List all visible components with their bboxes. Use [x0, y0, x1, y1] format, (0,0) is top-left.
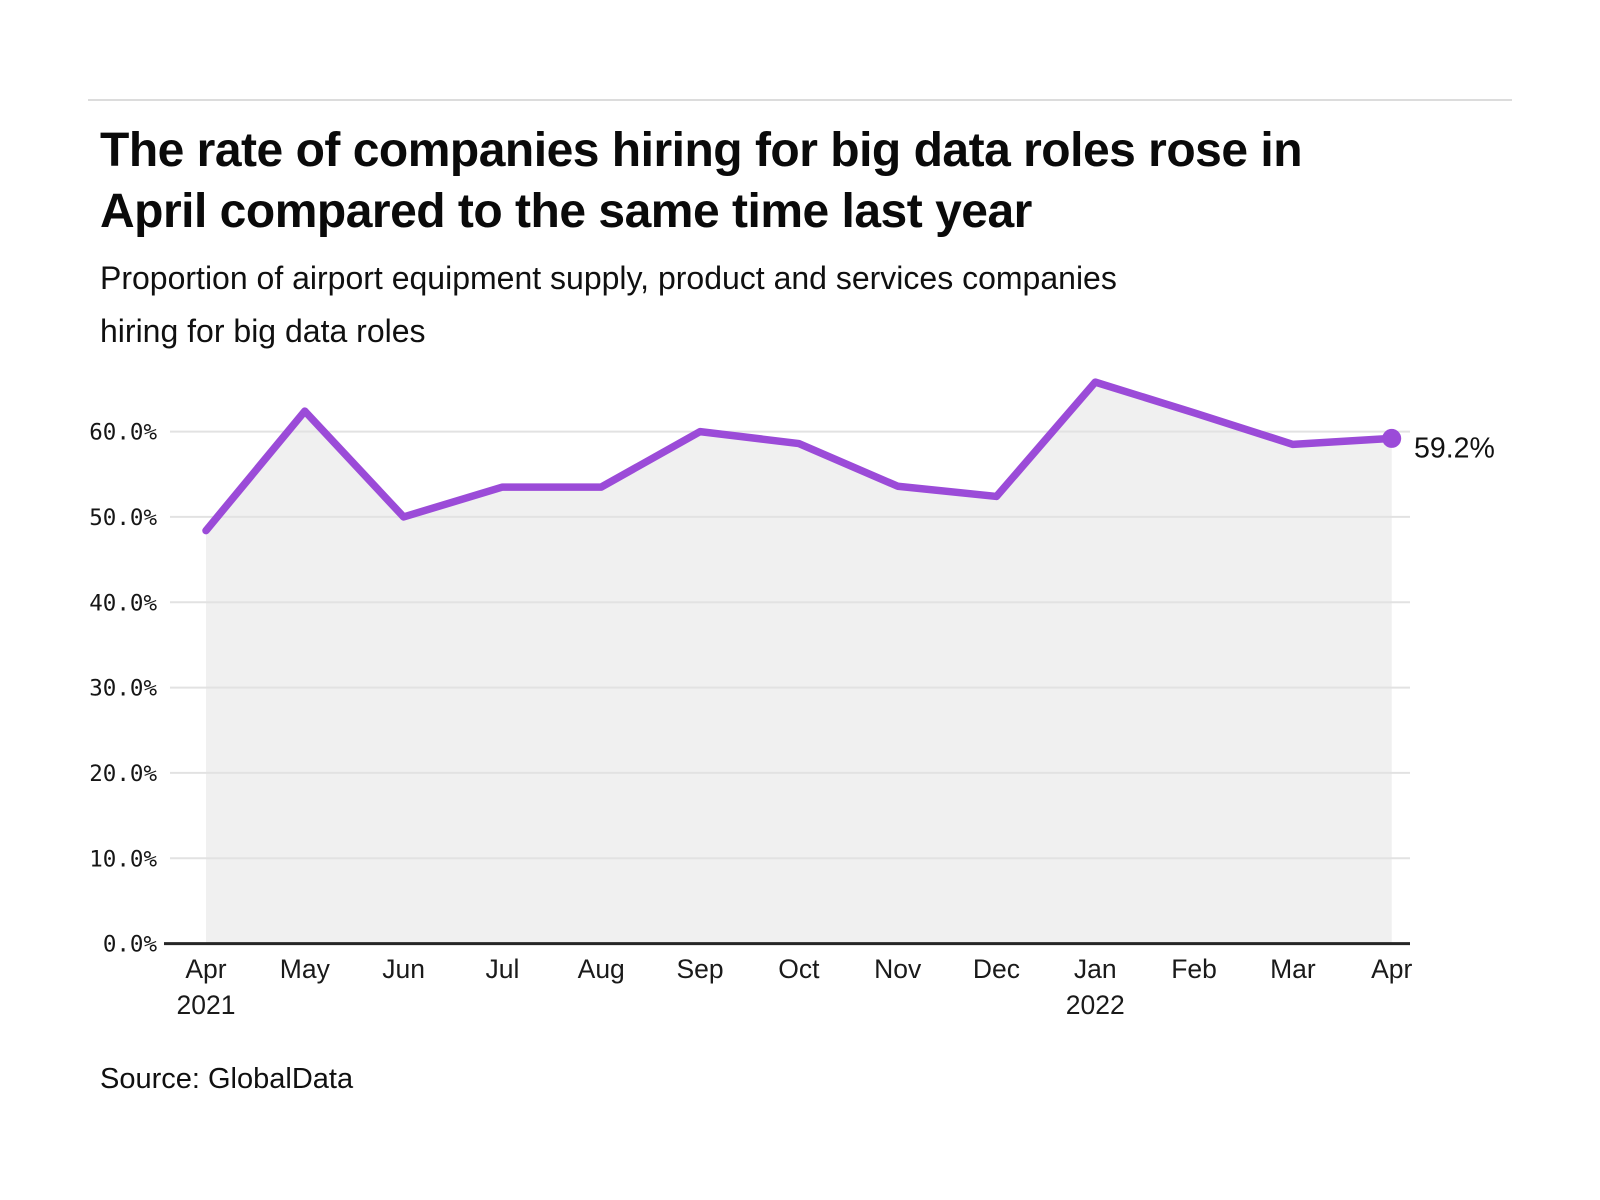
y-tick-label-10: 10.0% [89, 846, 157, 872]
chart-title-line-2: April compared to the same time last yea… [100, 185, 1032, 238]
x-tick-label-10: Jan [1074, 954, 1117, 984]
x-tick-year-2022: 2022 [1066, 990, 1125, 1020]
x-tick-label-8: Nov [874, 954, 922, 984]
x-tick-label-11: Feb [1171, 954, 1217, 984]
end-point-marker [1382, 428, 1402, 448]
x-tick-label-1: Apr [185, 954, 226, 984]
x-tick-label-7: Oct [778, 954, 820, 984]
area-fill [206, 382, 1392, 944]
chart-title: The rate of companies hiring for big dat… [100, 120, 1303, 242]
x-tick-label-5: Aug [578, 954, 625, 984]
y-tick-label-40: 40.0% [89, 590, 157, 616]
end-value-label: 59.2% [1414, 432, 1495, 464]
trend-line [202, 378, 1396, 535]
y-tick-label-0: 0.0% [103, 932, 158, 958]
y-tick-label-50: 50.0% [89, 505, 157, 531]
source-label: Source: GlobalData [100, 1063, 354, 1095]
chart-subtitle-line-1: Proportion of airport equipment supply, … [100, 260, 1117, 296]
x-tick-label-4: Jul [485, 954, 519, 984]
chart-subtitle: Proportion of airport equipment supply, … [100, 252, 1117, 358]
y-tick-label-20: 20.0% [89, 761, 157, 787]
chart-subtitle-line-2: hiring for big data roles [100, 313, 426, 349]
top-divider [88, 99, 1512, 101]
x-tick-label-13: Apr [1371, 954, 1412, 984]
x-tick-label-9: Dec [973, 954, 1020, 984]
x-tick-label-6: Sep [676, 954, 723, 984]
x-tick-label-3: Jun [382, 954, 425, 984]
chart-title-line-1: The rate of companies hiring for big dat… [100, 124, 1303, 177]
x-tick-year-2021: 2021 [177, 990, 236, 1020]
x-tick-label-12: Mar [1270, 954, 1316, 984]
y-tick-label-30: 30.0% [89, 676, 157, 702]
x-tick-label-2: May [280, 954, 331, 984]
y-tick-label-60: 60.0% [89, 420, 157, 446]
